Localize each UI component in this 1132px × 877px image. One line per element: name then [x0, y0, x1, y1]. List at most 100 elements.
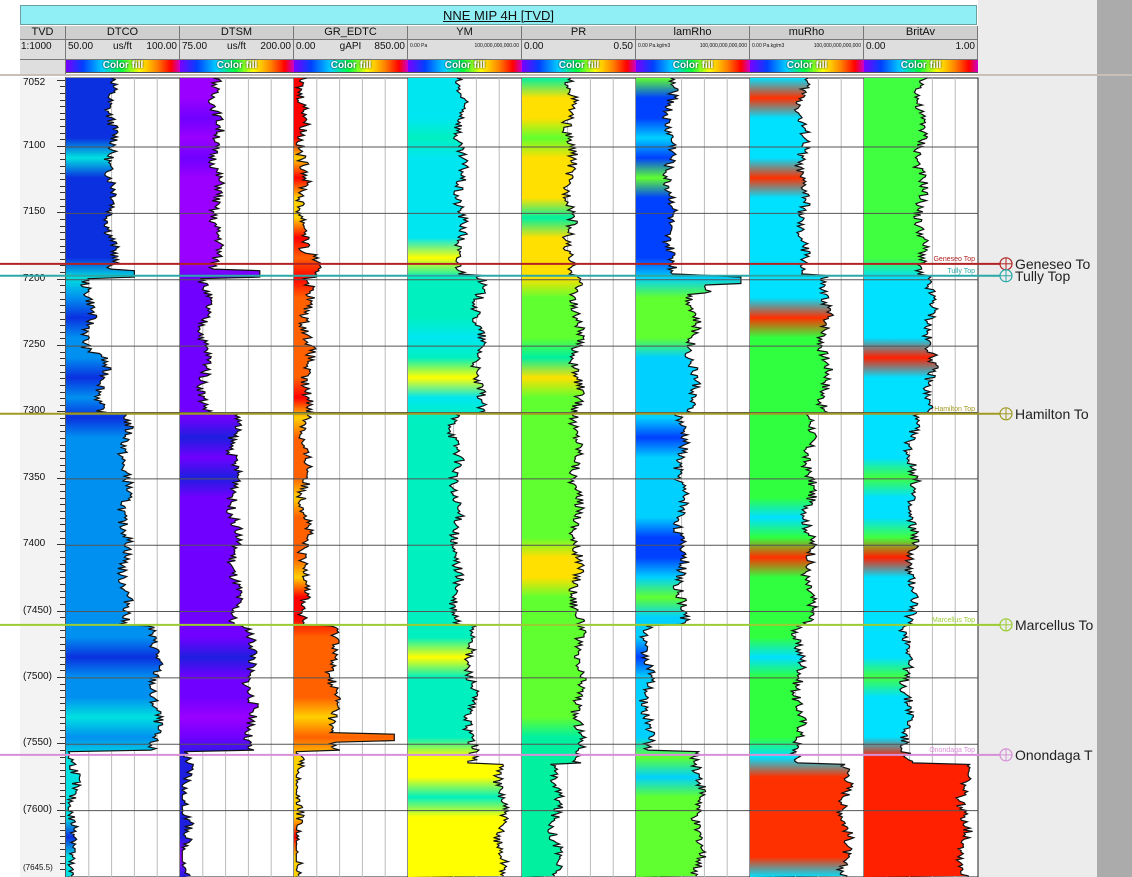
log-color-fill	[294, 78, 395, 877]
log-color-fill	[66, 78, 164, 877]
log-track-gr-edtc	[293, 77, 409, 877]
depth-tick	[60, 272, 65, 274]
log-curve	[293, 77, 395, 877]
scale-max: 100,000,000,000.00	[474, 43, 520, 49]
depth-tick	[60, 139, 65, 141]
depth-tick	[60, 763, 65, 765]
color-fill-legend[interactable]: Color fill	[522, 60, 636, 73]
scale-unit: us/ft	[227, 41, 246, 52]
scale-max: 100.00	[146, 41, 177, 52]
depth-tick	[60, 822, 65, 824]
depth-label: 7052	[23, 77, 46, 88]
tvd-scale-box[interactable]: 1:1000	[20, 40, 66, 60]
depth-tick	[60, 776, 65, 778]
depth-label: (7550)	[23, 737, 52, 749]
color-fill-legend[interactable]: Color fill	[294, 60, 408, 73]
track-header-lamrho[interactable]: lamRho	[636, 26, 750, 40]
track-scale[interactable]: 0.00 0.50	[522, 40, 636, 60]
marker-label: Marcellus To	[1015, 617, 1094, 633]
log-title-bar: NNE MIP 4H [TVD]	[20, 5, 977, 25]
depth-tick	[60, 92, 65, 94]
depth-tick	[60, 258, 65, 260]
depth-tick	[60, 457, 65, 459]
depth-tick	[57, 278, 65, 280]
depth-tick	[60, 862, 65, 864]
track-header-pr[interactable]: PR	[522, 26, 636, 40]
scale-max: 850.00	[374, 41, 405, 52]
log-curve	[789, 77, 856, 877]
depth-tick	[60, 384, 65, 386]
track-scale[interactable]: 0.00 Pa.kg/m3 100,000,000,000,000	[750, 40, 864, 60]
depth-tick	[60, 371, 65, 373]
marker-short-label: Tully Top	[947, 268, 975, 275]
track-scale[interactable]: 0.00 1.00	[864, 40, 978, 60]
scale-min: 0.00 Pa	[410, 43, 428, 49]
depth-tick	[60, 265, 65, 267]
depth-label: 7100	[23, 140, 46, 152]
vertical-scrollbar[interactable]	[1097, 0, 1132, 877]
track-header-gr-edtc[interactable]: GR_EDTC	[294, 26, 408, 40]
depth-label: 7300	[23, 405, 46, 417]
marker-short-label: Geneseo Top	[933, 256, 975, 263]
depth-tick	[60, 504, 65, 506]
depth-tick	[57, 676, 65, 678]
log-curve	[446, 77, 511, 877]
depth-tick	[60, 842, 65, 844]
depth-tick	[60, 570, 65, 572]
track-scale[interactable]: 0.00 Pa 100,000,000,000.00	[408, 40, 522, 60]
track-scale[interactable]: 75.00 us/ft 200.00	[180, 40, 294, 60]
depth-tick	[57, 743, 65, 745]
track-name: GR_EDTC	[324, 26, 377, 38]
depth-tick	[60, 225, 65, 227]
depth-tick	[60, 238, 65, 240]
track-header-murho[interactable]: muRho	[750, 26, 864, 40]
color-fill-legend[interactable]: Color fill	[180, 60, 294, 73]
depth-tick	[60, 517, 65, 519]
depth-tick	[60, 245, 65, 247]
color-fill-legend[interactable]: Color fill	[636, 60, 750, 73]
depth-tick	[60, 597, 65, 599]
depth-tick	[60, 152, 65, 154]
depth-tick	[60, 564, 65, 566]
depth-tick	[60, 351, 65, 353]
log-curve	[638, 77, 742, 877]
color-fill-legend[interactable]: Color fill	[864, 60, 978, 73]
formation-marker[interactable]: Hamilton Top Hamilton To	[0, 406, 1089, 422]
depth-tick	[60, 378, 65, 380]
scale-max: 100,000,000,000,000	[813, 43, 861, 49]
depth-tick	[60, 849, 65, 851]
formation-marker[interactable]: Geneseo Top Geneseo To	[0, 256, 1090, 272]
depth-tick	[60, 657, 65, 658]
depth-tick	[60, 205, 65, 207]
formation-marker[interactable]: Marcellus Top Marcellus To	[0, 617, 1094, 633]
track-header-dtco[interactable]: DTCO	[66, 26, 180, 40]
track-scale[interactable]: 0.00 Pa.kg/m3 100,000,000,000,000	[636, 40, 750, 60]
depth-tick	[57, 610, 65, 612]
depth-tick	[60, 471, 65, 473]
depth-tick	[60, 172, 65, 174]
depth-label: 7150	[23, 206, 46, 218]
color-fill-label: Color fill	[216, 60, 258, 71]
scale-max: 100,000,000,000,000	[699, 43, 747, 49]
depth-tick	[60, 219, 65, 220]
depth-tick	[57, 146, 65, 148]
tvd-track-header[interactable]: TVD	[20, 26, 66, 40]
color-fill-legend[interactable]: Color fill	[66, 60, 180, 73]
depth-tick	[60, 796, 65, 798]
track-scale[interactable]: 0.00 gAPI 850.00	[294, 40, 408, 60]
formation-marker[interactable]: Onondaga Top Onondaga T	[0, 747, 1093, 763]
depth-tick	[60, 311, 65, 313]
depth-tick	[60, 298, 65, 300]
depth-tick	[60, 511, 65, 512]
formation-marker[interactable]: Tully Top Tully Top	[0, 268, 1070, 284]
color-fill-legend[interactable]: Color fill	[408, 60, 522, 73]
marker-short-label: Onondaga Top	[929, 747, 975, 754]
track-header-britav[interactable]: BritAv	[864, 26, 978, 40]
track-scale[interactable]: 50.00 us/ft 100.00	[66, 40, 180, 60]
depth-label: 7400	[23, 538, 46, 550]
color-fill-legend[interactable]: Color fill	[750, 60, 864, 73]
track-header-ym[interactable]: YM	[408, 26, 522, 40]
depth-tick	[60, 663, 65, 665]
track-header-dtsm[interactable]: DTSM	[180, 26, 294, 40]
